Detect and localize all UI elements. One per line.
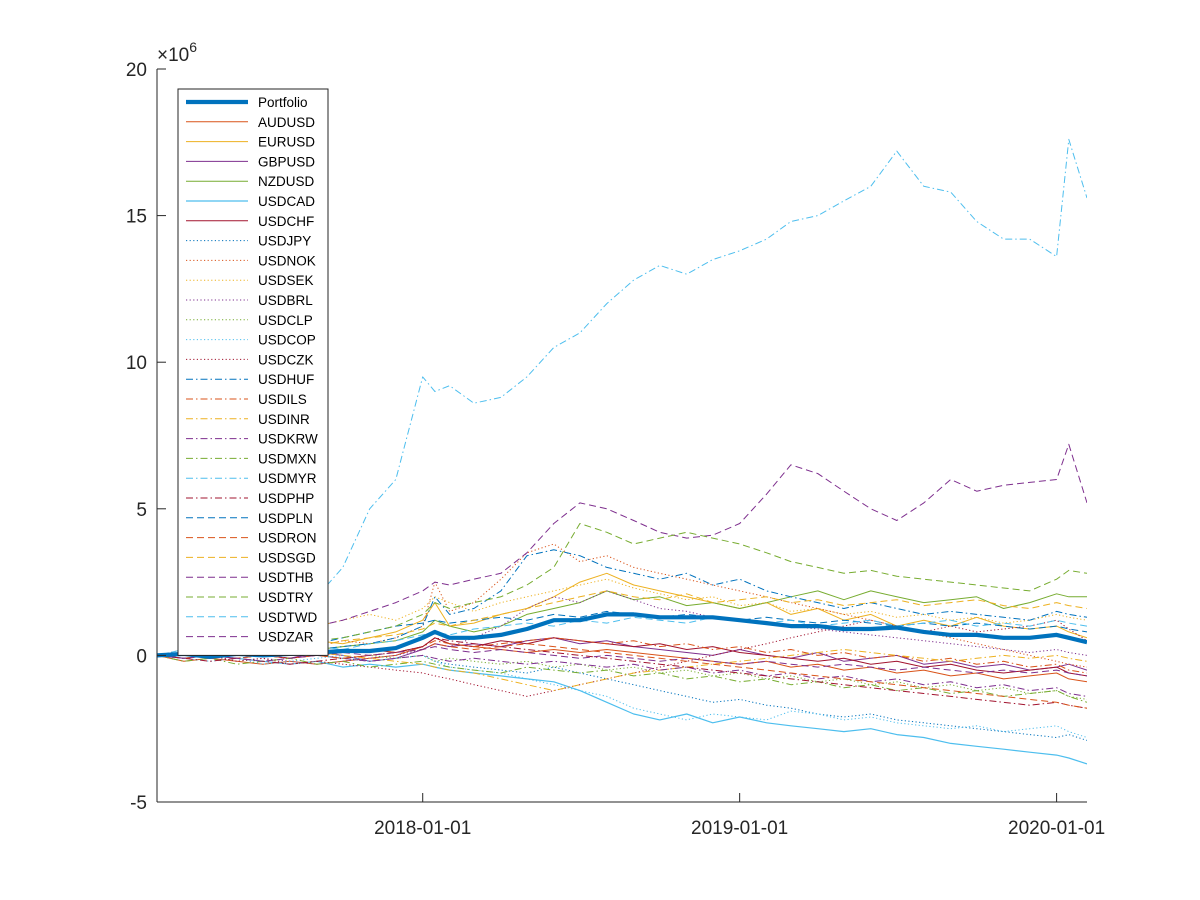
legend-label-usdnok: USDNOK	[258, 253, 316, 268]
y-axis-multiplier-exponent: 6	[189, 39, 197, 55]
legend-label-usdils: USDILS	[258, 392, 307, 407]
legend-label-usdsgd: USDSGD	[258, 550, 316, 565]
y-tick-label: 0	[136, 646, 147, 667]
x-tick-label: 2019-01-01	[691, 818, 788, 839]
series-line-usdclp	[157, 652, 1087, 700]
axes-layer: -5 0 5 10 15 20 2018-01-01 2019-01-01 2020-01-01	[126, 60, 1105, 839]
series-line-usdcop	[157, 654, 1087, 738]
legend-label-usdzar: USDZAR	[258, 630, 314, 645]
legend-label-usdchf: USDCHF	[258, 214, 314, 229]
y-tick-label: 15	[126, 207, 147, 228]
legend-label-audusd: AUDUSD	[258, 115, 315, 130]
series-line-usdbrl	[157, 590, 1087, 665]
legend-label-usdtwd: USDTWD	[258, 610, 317, 625]
legend-box	[177, 88, 329, 656]
legend-label-usdczk: USDCZK	[258, 352, 314, 367]
y-tick-label: -5	[130, 793, 147, 814]
series-line-usdcad	[157, 654, 1087, 765]
legend-label-usdjpy: USDJPY	[258, 234, 311, 249]
legend-label-usdmyr: USDMYR	[258, 471, 317, 486]
x-tick-label: 2018-01-01	[374, 818, 471, 839]
legend-label-gbpusd: GBPUSD	[258, 154, 315, 169]
legend-label-usdbrl: USDBRL	[258, 293, 313, 308]
legend-label-usdron: USDRON	[258, 531, 317, 546]
y-axis-multiplier-base: ×10	[157, 45, 189, 66]
series-line-usdphp	[157, 637, 1087, 709]
series-line-usdczk	[157, 619, 1087, 697]
legend-label-usdsek: USDSEK	[258, 273, 314, 288]
legend-label-usdhuf: USDHUF	[258, 372, 314, 387]
legend-label-usdinr: USDINR	[258, 412, 310, 427]
series-line-usdsek	[157, 578, 1087, 656]
legend-label-usdthb: USDTHB	[258, 570, 314, 585]
legend-label-usdclp: USDCLP	[258, 313, 313, 328]
series-line-usdmxn	[157, 654, 1087, 703]
y-axis-multiplier: ×106	[157, 39, 197, 66]
x-tick-label: 2020-01-01	[1008, 818, 1105, 839]
legend-label-portfolio: Portfolio	[258, 95, 308, 110]
legend-label-usdkrw: USDKRW	[258, 432, 318, 447]
legend-label-usdcad: USDCAD	[258, 194, 315, 209]
legend-label-usdphp: USDPHP	[258, 491, 314, 506]
legend: Portfolio AUDUSD EURUSD GBPUSD NZDUSD USDCAD U…	[177, 88, 329, 656]
legend-label-eurusd: EURUSD	[258, 135, 315, 150]
legend-label-usdpln: USDPLN	[258, 511, 313, 526]
legend-label-usdcop: USDCOP	[258, 333, 316, 348]
legend-label-usdtry: USDTRY	[258, 590, 313, 605]
y-tick-label: 20	[126, 60, 147, 81]
y-tick-label: 5	[136, 500, 147, 521]
legend-label-usdmxn: USDMXN	[258, 451, 317, 466]
y-tick-label: 10	[126, 353, 147, 374]
legend-label-nzdusd: NZDUSD	[258, 174, 314, 189]
